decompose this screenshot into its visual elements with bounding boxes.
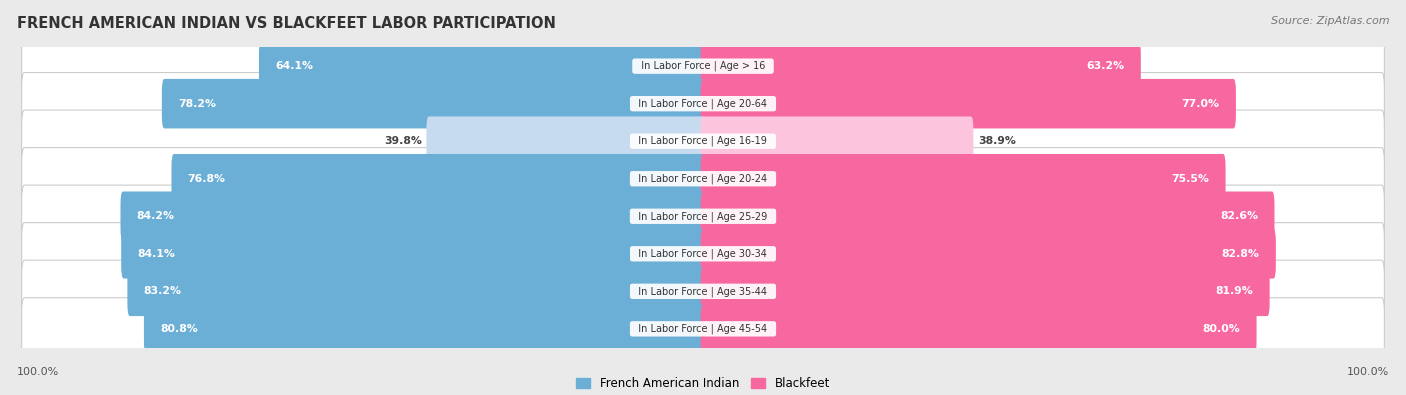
- Text: 82.6%: 82.6%: [1220, 211, 1258, 221]
- FancyBboxPatch shape: [700, 154, 1226, 203]
- FancyBboxPatch shape: [21, 223, 1385, 285]
- FancyBboxPatch shape: [162, 79, 706, 128]
- Text: 84.1%: 84.1%: [138, 249, 176, 259]
- Text: 39.8%: 39.8%: [384, 136, 422, 146]
- Text: In Labor Force | Age 25-29: In Labor Force | Age 25-29: [633, 211, 773, 222]
- Text: 63.2%: 63.2%: [1087, 61, 1125, 71]
- FancyBboxPatch shape: [700, 41, 1140, 91]
- Text: 75.5%: 75.5%: [1171, 174, 1209, 184]
- Text: 78.2%: 78.2%: [179, 99, 217, 109]
- FancyBboxPatch shape: [700, 229, 1275, 278]
- Text: In Labor Force | Age 35-44: In Labor Force | Age 35-44: [633, 286, 773, 297]
- FancyBboxPatch shape: [21, 73, 1385, 135]
- Text: FRENCH AMERICAN INDIAN VS BLACKFEET LABOR PARTICIPATION: FRENCH AMERICAN INDIAN VS BLACKFEET LABO…: [17, 16, 555, 31]
- FancyBboxPatch shape: [21, 298, 1385, 360]
- Text: 84.2%: 84.2%: [136, 211, 174, 221]
- Text: 100.0%: 100.0%: [1347, 367, 1389, 377]
- Text: In Labor Force | Age > 16: In Labor Force | Age > 16: [634, 61, 772, 71]
- FancyBboxPatch shape: [426, 117, 706, 166]
- Text: 80.8%: 80.8%: [160, 324, 198, 334]
- Legend: French American Indian, Blackfeet: French American Indian, Blackfeet: [576, 377, 830, 390]
- FancyBboxPatch shape: [259, 41, 706, 91]
- Text: 83.2%: 83.2%: [143, 286, 181, 296]
- Text: 77.0%: 77.0%: [1181, 99, 1220, 109]
- FancyBboxPatch shape: [21, 185, 1385, 247]
- FancyBboxPatch shape: [172, 154, 706, 203]
- Text: In Labor Force | Age 20-64: In Labor Force | Age 20-64: [633, 98, 773, 109]
- Text: 80.0%: 80.0%: [1202, 324, 1240, 334]
- FancyBboxPatch shape: [700, 192, 1274, 241]
- Text: Source: ZipAtlas.com: Source: ZipAtlas.com: [1271, 16, 1389, 26]
- Text: 82.8%: 82.8%: [1222, 249, 1260, 259]
- FancyBboxPatch shape: [700, 79, 1236, 128]
- Text: 76.8%: 76.8%: [187, 174, 226, 184]
- Text: 100.0%: 100.0%: [17, 367, 59, 377]
- Text: 38.9%: 38.9%: [979, 136, 1015, 146]
- FancyBboxPatch shape: [700, 267, 1270, 316]
- FancyBboxPatch shape: [121, 229, 706, 278]
- FancyBboxPatch shape: [21, 110, 1385, 172]
- FancyBboxPatch shape: [700, 304, 1257, 354]
- Text: In Labor Force | Age 45-54: In Labor Force | Age 45-54: [633, 324, 773, 334]
- Text: In Labor Force | Age 20-24: In Labor Force | Age 20-24: [633, 173, 773, 184]
- FancyBboxPatch shape: [21, 148, 1385, 210]
- Text: In Labor Force | Age 30-34: In Labor Force | Age 30-34: [633, 248, 773, 259]
- Text: 64.1%: 64.1%: [276, 61, 314, 71]
- FancyBboxPatch shape: [700, 117, 973, 166]
- FancyBboxPatch shape: [128, 267, 706, 316]
- FancyBboxPatch shape: [143, 304, 706, 354]
- FancyBboxPatch shape: [21, 260, 1385, 322]
- FancyBboxPatch shape: [121, 192, 706, 241]
- Text: In Labor Force | Age 16-19: In Labor Force | Age 16-19: [633, 136, 773, 147]
- FancyBboxPatch shape: [21, 35, 1385, 97]
- Text: 81.9%: 81.9%: [1216, 286, 1254, 296]
